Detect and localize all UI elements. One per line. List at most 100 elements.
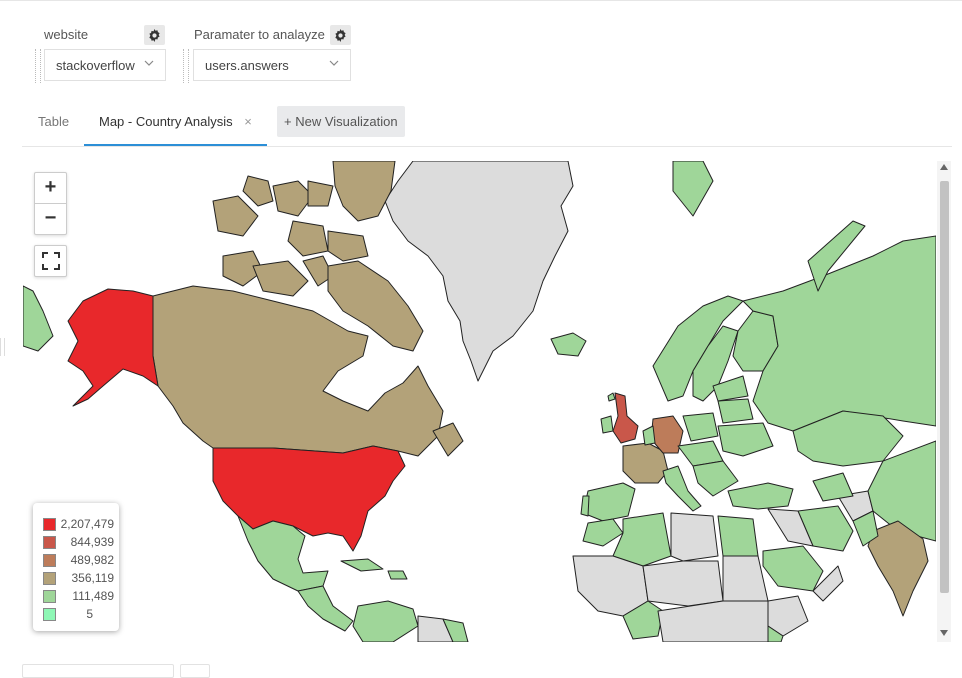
- map-scrollbar[interactable]: [937, 161, 951, 642]
- country-central-africa: [657, 600, 769, 642]
- country-baltics: [712, 375, 749, 402]
- country-ukraine: [717, 422, 774, 457]
- country-libya: [670, 512, 719, 562]
- map-legend: 2,207,479 844,939 489,982 356,119 111,48…: [33, 503, 119, 631]
- country-india: [867, 520, 929, 617]
- country-iceland: [550, 332, 587, 357]
- choropleth-map[interactable]: + − 2,207,479 844,939 489,982 356,119 11…: [23, 161, 936, 642]
- country-venezuela: [352, 600, 419, 642]
- country-norway: [652, 295, 744, 402]
- country-mexico: [237, 515, 329, 592]
- country-ireland: [600, 415, 614, 434]
- legend-value: 844,939: [70, 535, 114, 549]
- legend-item: 5: [33, 605, 119, 623]
- country-canada-islands-3: [272, 180, 314, 217]
- country-greenland: [384, 161, 574, 382]
- country-united-kingdom: [612, 392, 639, 444]
- analyze-param-drag-handle[interactable]: [183, 49, 189, 83]
- close-icon[interactable]: ×: [244, 114, 252, 129]
- website-select-value: stackoverflow: [56, 58, 135, 73]
- legend-item: 489,982: [33, 551, 119, 569]
- website-param-label: website: [44, 27, 89, 42]
- country-pakistan: [852, 510, 879, 547]
- country-novaya-zemlya: [807, 220, 866, 292]
- legend-value: 489,982: [70, 553, 114, 567]
- legend-swatch: [43, 571, 56, 585]
- tab-table[interactable]: Table: [38, 104, 69, 144]
- country-cuba: [340, 558, 384, 572]
- country-canada-islands-4: [307, 180, 334, 207]
- world-map[interactable]: [23, 161, 936, 642]
- country-canada-islands-5: [332, 161, 396, 222]
- country-niger-chad: [642, 560, 724, 607]
- country-algeria: [612, 512, 672, 567]
- gear-icon: [335, 28, 346, 42]
- website-param-settings-button[interactable]: [144, 25, 165, 45]
- country-canada-baffin: [327, 260, 424, 352]
- legend-swatch: [43, 607, 56, 621]
- country-central-america: [297, 585, 354, 632]
- scrollbar-thumb[interactable]: [940, 181, 949, 593]
- tab-table-label: Table: [38, 114, 70, 129]
- country-sudan: [722, 555, 769, 607]
- country-belarus: [717, 398, 754, 424]
- legend-swatch: [43, 517, 56, 531]
- country-benelux: [642, 425, 656, 446]
- bottom-control[interactable]: [22, 664, 174, 678]
- country-morocco: [582, 518, 624, 547]
- resize-handle[interactable]: [0, 338, 5, 356]
- chevron-down-icon: [329, 60, 339, 66]
- analyze-param-label: Paramater to analayze: [194, 27, 325, 42]
- country-saudi-arabia: [762, 545, 824, 592]
- analyze-param-settings-button[interactable]: [330, 25, 351, 45]
- scroll-down-arrow[interactable]: [940, 630, 948, 636]
- zoom-out-button[interactable]: −: [44, 207, 57, 229]
- country-balkans: [692, 460, 739, 497]
- country-usa-alaska: [67, 288, 159, 407]
- fullscreen-icon: [41, 252, 60, 270]
- country-canada-newfoundland: [432, 422, 464, 457]
- visualization-tabs: Table Map - Country Analysis × + New Vis…: [22, 104, 952, 147]
- bottom-control-small[interactable]: [180, 664, 210, 678]
- website-select[interactable]: stackoverflow: [44, 49, 166, 81]
- zoom-in-button[interactable]: +: [35, 173, 66, 204]
- country-brazil-north: [442, 618, 469, 642]
- country-canada-islands-9: [252, 260, 309, 297]
- new-visualization-button[interactable]: + New Visualization: [277, 106, 405, 137]
- country-spain: [582, 482, 636, 522]
- tab-map-country-analysis[interactable]: Map - Country Analysis ×: [84, 104, 267, 146]
- country-poland: [682, 412, 719, 442]
- country-svalbard: [672, 161, 714, 217]
- country-egypt: [717, 515, 759, 557]
- legend-swatch: [43, 535, 56, 549]
- country-kenya: [767, 625, 784, 642]
- country-west-africa: [572, 555, 649, 617]
- country-usa: [212, 445, 406, 552]
- legend-swatch: [43, 589, 56, 603]
- country-yemen-oman: [812, 565, 844, 602]
- legend-item: 111,489: [33, 587, 119, 605]
- legend-swatch: [43, 553, 56, 567]
- website-param-drag-handle[interactable]: [35, 49, 41, 83]
- fullscreen-button[interactable]: [34, 245, 67, 277]
- legend-value: 111,489: [72, 589, 114, 603]
- country-turkey: [727, 482, 794, 510]
- country-iraq-syria: [767, 508, 814, 547]
- gear-icon: [149, 28, 160, 42]
- legend-value: 5: [86, 607, 93, 621]
- country-canada-islands-6: [287, 220, 329, 257]
- legend-value: 2,207,479: [60, 517, 114, 531]
- country-italy: [662, 465, 702, 512]
- tab-map-label: Map - Country Analysis: [99, 114, 233, 129]
- top-divider: [0, 0, 962, 1]
- country-canada-islands-2: [242, 175, 274, 207]
- country-canada-islands-1: [212, 195, 259, 237]
- country-turkmenistan: [812, 472, 854, 502]
- country-nw-canada-fragment: [23, 285, 54, 352]
- chevron-down-icon: [144, 60, 154, 66]
- country-sweden: [692, 325, 739, 402]
- country-canada-islands-8: [222, 250, 264, 287]
- country-canada: [152, 285, 444, 457]
- scroll-up-arrow[interactable]: [940, 164, 948, 170]
- analyze-select[interactable]: users.answers: [193, 49, 351, 81]
